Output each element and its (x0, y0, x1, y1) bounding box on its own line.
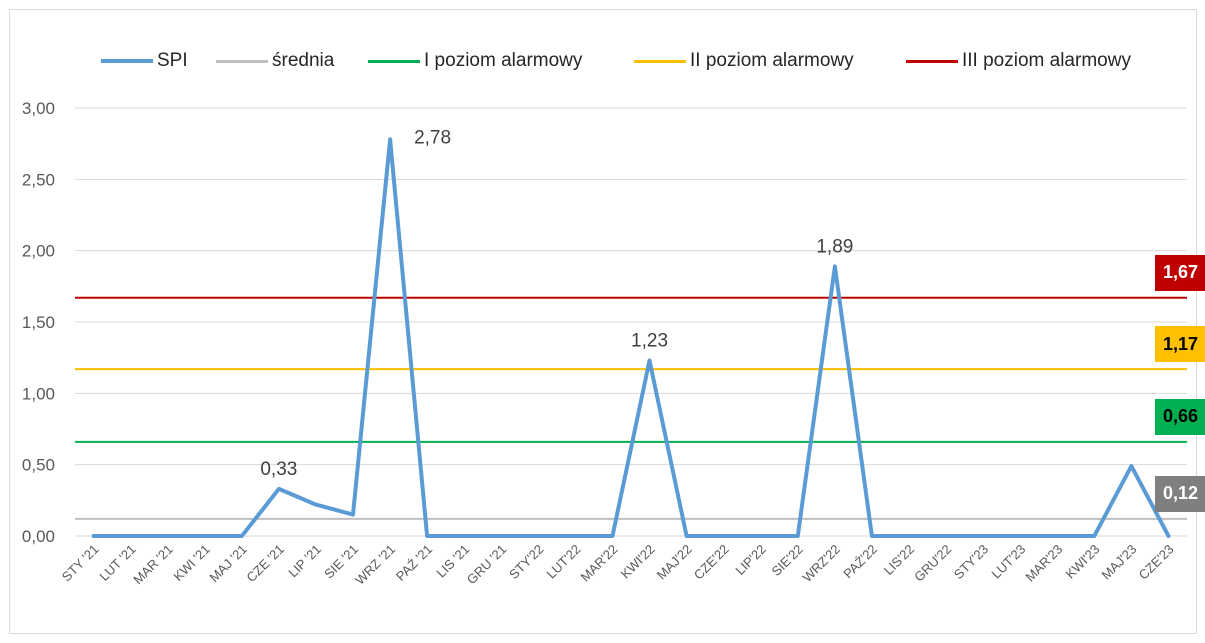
legend-item-poziom-3: III poziom alarmowy (906, 46, 1131, 76)
x-tick-label: CZE'23 (1136, 542, 1177, 583)
data-label: 2,78 (414, 127, 451, 148)
legend-label-poziom-2: II poziom alarmowy (690, 50, 854, 71)
data-point (389, 138, 391, 140)
x-tick-label: MAR'22 (578, 542, 621, 585)
y-tick-label: 0,00 (22, 527, 55, 546)
legend-item-poziom-2: II poziom alarmowy (634, 46, 854, 76)
alarm-value-badge: 0,12 (1155, 475, 1205, 512)
legend-swatch-poziom-1 (368, 59, 420, 63)
x-tick-label: GRU'22 (911, 542, 954, 585)
x-tick-label: WRZ '21 (352, 542, 398, 588)
data-point (760, 535, 762, 537)
legend-item-srednia: średnia (216, 46, 334, 76)
x-tick-label: KWI'23 (1063, 542, 1103, 582)
data-point (500, 535, 502, 537)
data-point (908, 535, 910, 537)
data-point (834, 265, 836, 267)
data-point (93, 535, 95, 537)
legend-swatch-srednia (216, 59, 268, 63)
y-tick-label: 0,50 (22, 456, 55, 475)
alarm-value-badge: 1,67 (1155, 254, 1205, 291)
legend-item-poziom-1: I poziom alarmowy (368, 46, 582, 76)
data-point (574, 535, 576, 537)
x-tick-label: MAJ'23 (1099, 542, 1140, 583)
x-tick-label: LIP '21 (285, 542, 324, 581)
x-tick-label: CZE '21 (243, 542, 287, 586)
data-point (167, 535, 169, 537)
data-point (1130, 465, 1132, 467)
data-point (1167, 535, 1169, 537)
data-point (686, 535, 688, 537)
x-tick-label: STY'22 (506, 542, 546, 582)
y-tick-label: 1,00 (22, 384, 55, 403)
data-point (315, 504, 317, 506)
legend-swatch-poziom-2 (634, 59, 686, 63)
data-point (463, 535, 465, 537)
data-point (537, 535, 539, 537)
x-tick-label: LIP'22 (732, 542, 768, 578)
data-point (278, 488, 280, 490)
data-point (426, 535, 428, 537)
series-line-spi (91, 137, 1171, 538)
data-point (1093, 535, 1095, 537)
y-tick-label: 1,50 (22, 313, 55, 332)
x-tick-label: WRZ'22 (799, 542, 843, 586)
x-tick-label: MAR '21 (130, 542, 176, 588)
data-point (241, 535, 243, 537)
legend-label-srednia: średnia (272, 50, 335, 71)
x-tick-label: LUT'22 (544, 542, 584, 582)
data-point (611, 535, 613, 537)
data-label: 1,23 (631, 331, 668, 352)
x-tick-label: STY '21 (59, 542, 102, 585)
legend-label-spi: SPI (157, 50, 188, 71)
data-point (945, 535, 947, 537)
data-point (352, 514, 354, 516)
y-tick-label: 2,00 (22, 242, 55, 261)
data-label: 0,33 (260, 459, 297, 480)
x-tick-label: STY'23 (951, 542, 991, 582)
data-point (871, 535, 873, 537)
data-label: 1,89 (816, 236, 853, 257)
legend-swatch-spi (101, 59, 153, 63)
x-tick-label: LUT'23 (988, 542, 1028, 582)
data-point (982, 535, 984, 537)
x-tick-label: PAŹ'22 (840, 542, 880, 582)
data-point (649, 360, 651, 362)
data-point (723, 535, 725, 537)
y-tick-label: 2,50 (22, 170, 55, 189)
legend-swatch-poziom-3 (906, 59, 958, 63)
data-point (130, 535, 132, 537)
data-point (204, 535, 206, 537)
x-tick-label: GRU '21 (464, 542, 510, 588)
data-point (1056, 535, 1058, 537)
x-tick-label: MAJ'22 (654, 542, 695, 583)
alarm-value-badge: 1,17 (1155, 326, 1205, 363)
x-tick-label: MAR'23 (1022, 542, 1065, 585)
x-tick-label: CZE'22 (691, 542, 732, 583)
legend-item-spi: SPI (101, 46, 188, 76)
x-tick-label: KWI'22 (618, 542, 658, 582)
x-tick-label: KWI '21 (170, 542, 213, 585)
legend-label-poziom-1: I poziom alarmowy (424, 50, 583, 71)
x-tick-label: PAŹ '21 (393, 542, 435, 584)
data-point (797, 535, 799, 537)
data-point (1019, 535, 1021, 537)
chart-legend: SPI średnia I poziom alarmowy II poziom … (0, 46, 1205, 76)
x-tick-label: MAJ '21 (206, 542, 250, 586)
alarm-value-badge: 0,66 (1155, 398, 1205, 435)
y-tick-label: 3,00 (22, 99, 55, 118)
legend-label-poziom-3: III poziom alarmowy (962, 50, 1131, 71)
